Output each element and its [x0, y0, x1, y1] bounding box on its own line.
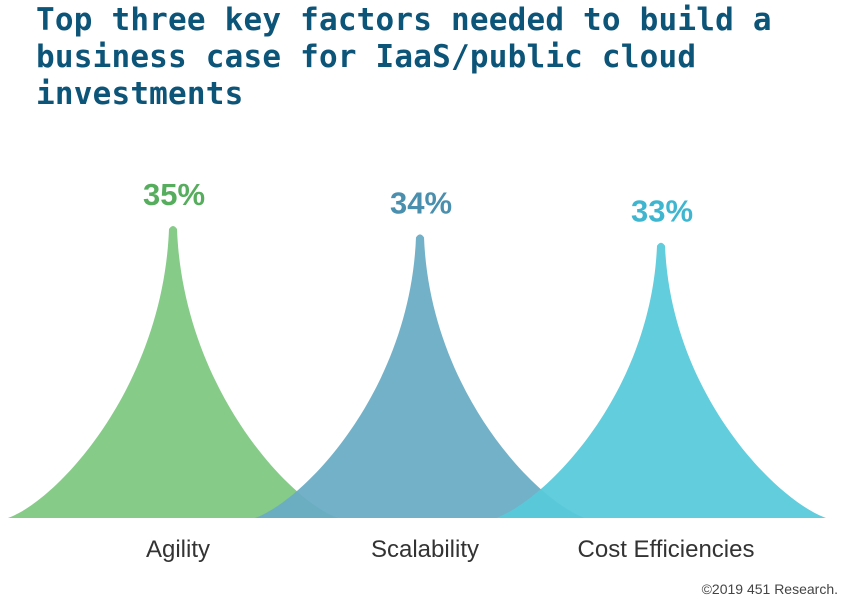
value-label-cost-efficiencies: 33%	[631, 194, 693, 229]
peak-agility	[8, 226, 338, 518]
chart-title: Top three key factors needed to build a …	[36, 2, 772, 112]
category-label-cost-efficiencies: Cost Efficiencies	[578, 536, 755, 563]
value-label-agility: 35%	[143, 177, 205, 212]
category-label-scalability: Scalability	[371, 536, 479, 563]
category-label-agility: Agility	[146, 536, 210, 563]
copyright-text: ©2019 451 Research.	[701, 581, 838, 597]
peak-scalability	[255, 234, 585, 518]
value-label-scalability: 34%	[390, 185, 452, 220]
peak-cost-efficiencies	[496, 242, 826, 518]
